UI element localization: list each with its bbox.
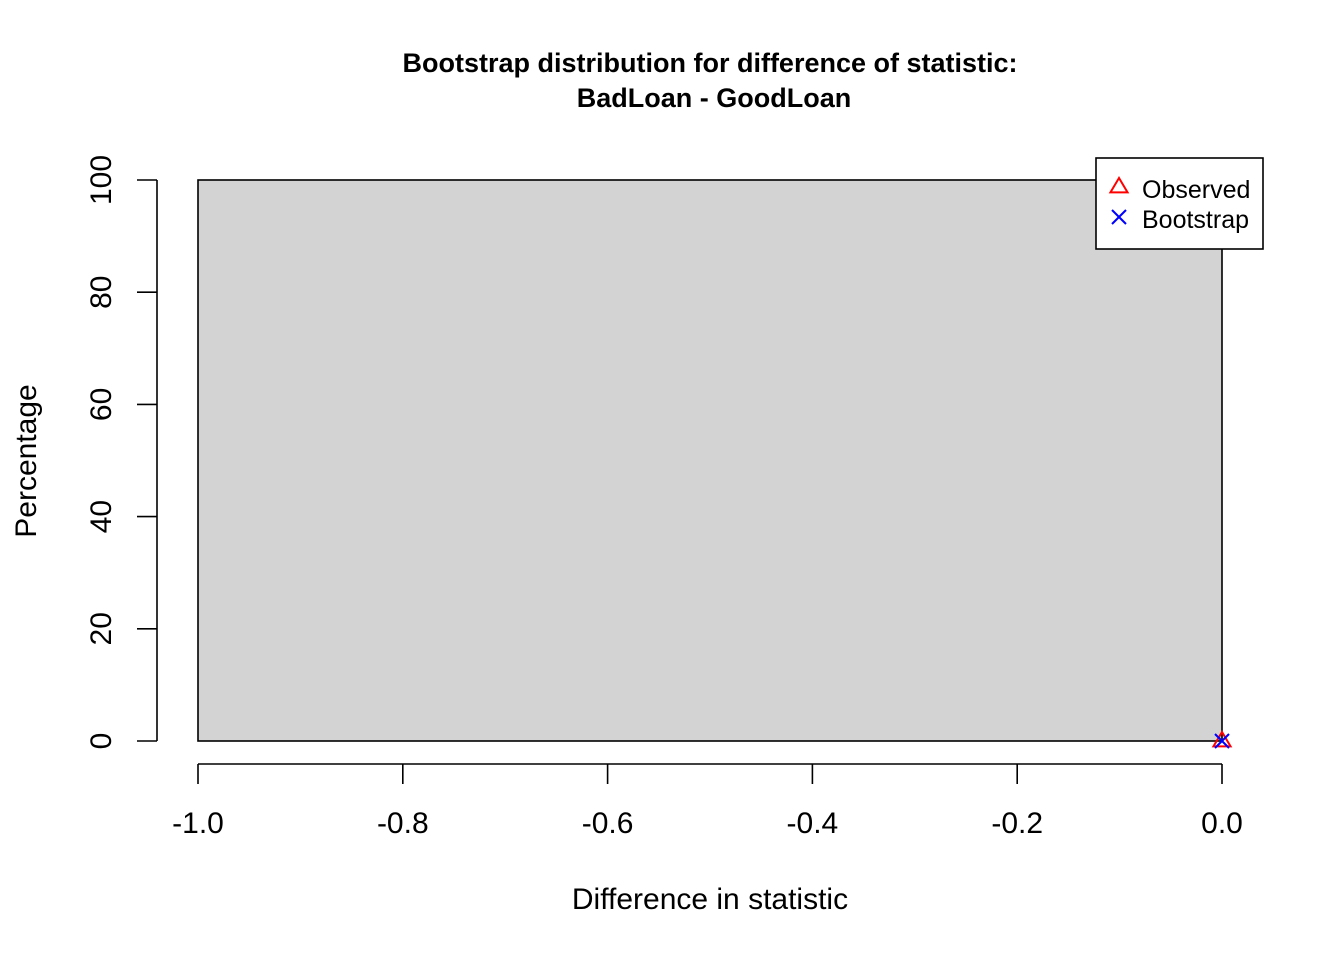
y-tick-label: 20 bbox=[85, 612, 118, 645]
x-tick-label: -0.6 bbox=[582, 807, 634, 840]
legend-marker-observed bbox=[1108, 176, 1130, 194]
bootstrap-point bbox=[1214, 733, 1230, 749]
y-tick-label: 0 bbox=[85, 733, 118, 750]
x-tick-label: -0.2 bbox=[991, 807, 1043, 840]
bars-group bbox=[197, 179, 1223, 742]
legend-marker-bootstrap bbox=[1111, 209, 1127, 225]
x-marker-stroke bbox=[1214, 733, 1230, 749]
y-tick-label: 40 bbox=[85, 500, 118, 533]
x-tick-label: 0.0 bbox=[1201, 807, 1243, 840]
y-axis-label: Percentage bbox=[10, 384, 43, 537]
x-tick-label: -1.0 bbox=[172, 807, 224, 840]
y-axis: 0 20 40 60 80 100 bbox=[85, 155, 158, 750]
legend-box bbox=[1095, 157, 1264, 250]
x-marker-stroke bbox=[1111, 209, 1127, 225]
y-tick-label: 80 bbox=[85, 276, 118, 309]
x-tick-label: -0.8 bbox=[377, 807, 429, 840]
chart-subtitle: BadLoan - GoodLoan bbox=[577, 83, 851, 113]
x-tick-label: -0.4 bbox=[787, 807, 839, 840]
x-axis-label: Difference in statistic bbox=[572, 883, 848, 916]
legend-label-bootstrap: Bootstrap bbox=[1142, 206, 1249, 234]
points-group bbox=[1211, 730, 1233, 749]
observed-point bbox=[1211, 730, 1233, 748]
y-tick-label: 100 bbox=[85, 155, 118, 205]
x-axis: -1.0 -0.8 -0.6 -0.4 -0.2 0.0 bbox=[172, 763, 1243, 840]
histogram-bar-0 bbox=[197, 179, 1223, 742]
chart-title: Bootstrap distribution for difference of… bbox=[402, 48, 1017, 78]
y-tick-label: 60 bbox=[85, 388, 118, 421]
legend-label-observed: Observed bbox=[1142, 176, 1250, 204]
